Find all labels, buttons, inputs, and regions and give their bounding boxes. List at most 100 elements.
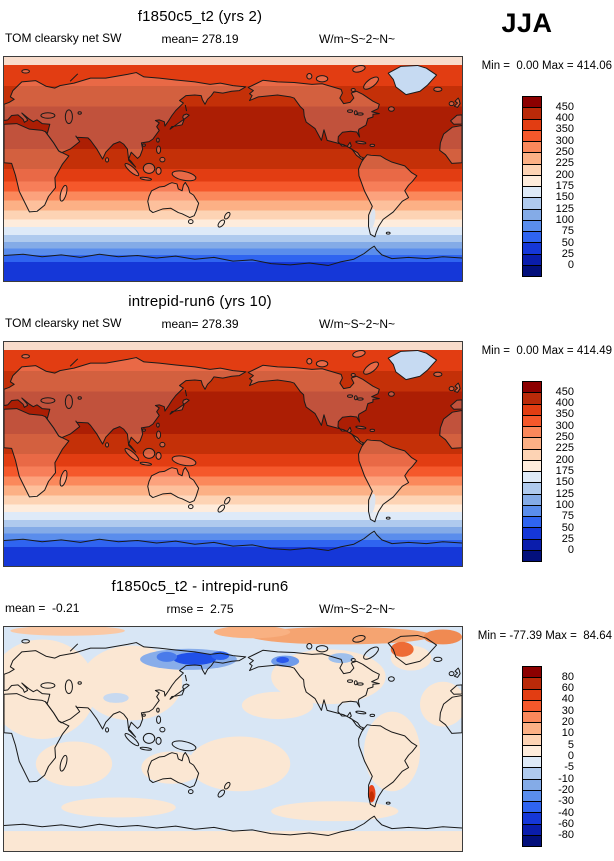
colorbar-cell [523,517,541,529]
colorbar-tick-label: 200 [555,168,574,181]
colorbar-tick-label: 125 [555,202,574,215]
colorbar-tick-label: 5 [567,738,574,751]
colorbar-tick-label: 400 [555,397,574,410]
colorbar-tick-label: 350 [555,123,574,136]
colorbar-cell [523,438,541,450]
colorbar-cell [523,415,541,427]
colorbar-cell [523,382,541,394]
colorbar-tick-label: 10 [561,727,574,740]
panel1-colorbar-ticks: 450 400 350 300 250 225 200 175 150 125 100 75 50 25 0 [546,96,574,277]
panel3-units-label: W/m~S~2~N~ [318,602,395,616]
colorbar-tick-label: 40 [561,693,574,706]
colorbar-cell [523,97,541,109]
colorbar-tick-label: 80 [561,670,574,683]
colorbar-cell [523,164,541,176]
colorbar-cell [523,153,541,165]
colorbar-cell [523,404,541,416]
colorbar-cell [523,835,541,846]
colorbar-cell [523,712,541,724]
panel2-minmax: Min = 0.00 Max = 414.49 [481,345,612,357]
panel3-mean-label: mean = -0.21 [5,601,80,615]
colorbar-tick-label: 0 [567,750,574,762]
colorbar-tick-label: 50 [561,521,574,534]
colorbar-tick-label: 350 [555,408,574,421]
panel3-map [3,626,463,852]
colorbar-tick-label: 0 [567,259,574,272]
colorbar-cell [523,528,541,540]
colorbar-cell [523,790,541,802]
colorbar-cell [523,220,541,232]
colorbar-tick-label: 50 [561,236,574,249]
colorbar-cell [523,427,541,439]
colorbar-tick-label: 300 [555,134,574,147]
colorbar-cell [523,187,541,199]
colorbar-tick-label: 175 [555,180,574,192]
panel-case1: f1850c5_t2 (yrs 2) TOM clearsky net SW m… [0,0,614,285]
colorbar-cell [523,142,541,154]
panel-difference: f1850c5_t2 - intrepid-run6 mean = -0.21 … [0,570,614,855]
colorbar-cell [523,757,541,769]
season-label: JJA [501,8,553,38]
colorbar-tick-label: 225 [555,157,574,170]
panel1-map [3,56,463,282]
panel1-minmax: Min = 0.00 Max = 414.06 [481,60,612,72]
colorbar-cell [523,449,541,461]
panel1-title: f1850c5_t2 (yrs 2) [137,8,263,25]
colorbar-cell [523,824,541,836]
colorbar-cell [523,734,541,746]
colorbar-tick-label: 100 [555,213,574,226]
diff-positive-patches [4,639,462,851]
colorbar-tick-label: -60 [558,817,574,830]
colorbar-cell [523,745,541,757]
colorbar-tick-label: -30 [558,795,574,808]
colorbar-tick-label: 300 [555,419,574,432]
colorbar-tick-label: 100 [555,498,574,511]
colorbar-cell [523,667,541,679]
colorbar-cell [523,209,541,221]
panel1-variable-label: TOM clearsky net SW [5,31,122,45]
colorbar-cell [523,393,541,405]
panel2-units-label: W/m~S~2~N~ [318,317,395,331]
colorbar-tick-label: 150 [555,191,574,204]
colorbar-cell [523,494,541,506]
colorbar-cell [523,243,541,255]
colorbar-tick-label: 450 [555,385,574,398]
colorbar-cell [523,119,541,131]
colorbar-cell [523,472,541,484]
colorbar-tick-label: 150 [555,476,574,489]
colorbar-tick-label: -20 [558,783,574,796]
colorbar-tick-label: 30 [561,704,574,717]
panel2-map [3,341,463,567]
panel3-colorbar-ticks: 80 60 40 30 20 10 5 0 -5 -10 -20 -30 -40 -60 -80 [546,666,574,847]
colorbar-tick-label: 25 [561,532,574,545]
panel1-map-overlay [4,63,462,266]
colorbar-tick-label: 175 [555,465,574,477]
colorbar-cell [523,460,541,472]
colorbar-cell [523,700,541,712]
diff-patagonia-warm-spot [367,785,376,803]
colorbar-cell [523,483,541,495]
colorbar-tick-label: 25 [561,247,574,260]
panel2-map-overlay [4,348,462,551]
colorbar-cell [523,779,541,791]
colorbar-tick-label: -40 [558,806,574,819]
panel2-title: intrepid-run6 (yrs 10) [128,293,272,310]
colorbar-cell [523,678,541,690]
colorbar-tick-label: -5 [564,761,574,774]
colorbar-tick-label: -80 [558,829,574,842]
colorbar-cell [523,108,541,120]
colorbar-tick-label: 400 [555,112,574,125]
colorbar-tick-label: 250 [555,146,574,159]
colorbar-cell [523,232,541,244]
colorbar-tick-label: 200 [555,453,574,466]
panel1-mean-label: mean= 278.19 [161,32,239,46]
panel1-colorbar [522,96,542,277]
panel2-colorbar-ticks: 450 400 350 300 250 225 200 175 150 125 100 75 50 25 0 [546,381,574,562]
colorbar-cell [523,550,541,561]
colorbar-tick-label: 225 [555,442,574,455]
panel3-minmax: Min = -77.39 Max = 84.64 [477,630,612,642]
colorbar-tick-label: 0 [567,544,574,557]
panel3-title: f1850c5_t2 - intrepid-run6 [111,578,289,595]
panel2-variable-label: TOM clearsky net SW [5,316,122,330]
colorbar-cell [523,802,541,814]
